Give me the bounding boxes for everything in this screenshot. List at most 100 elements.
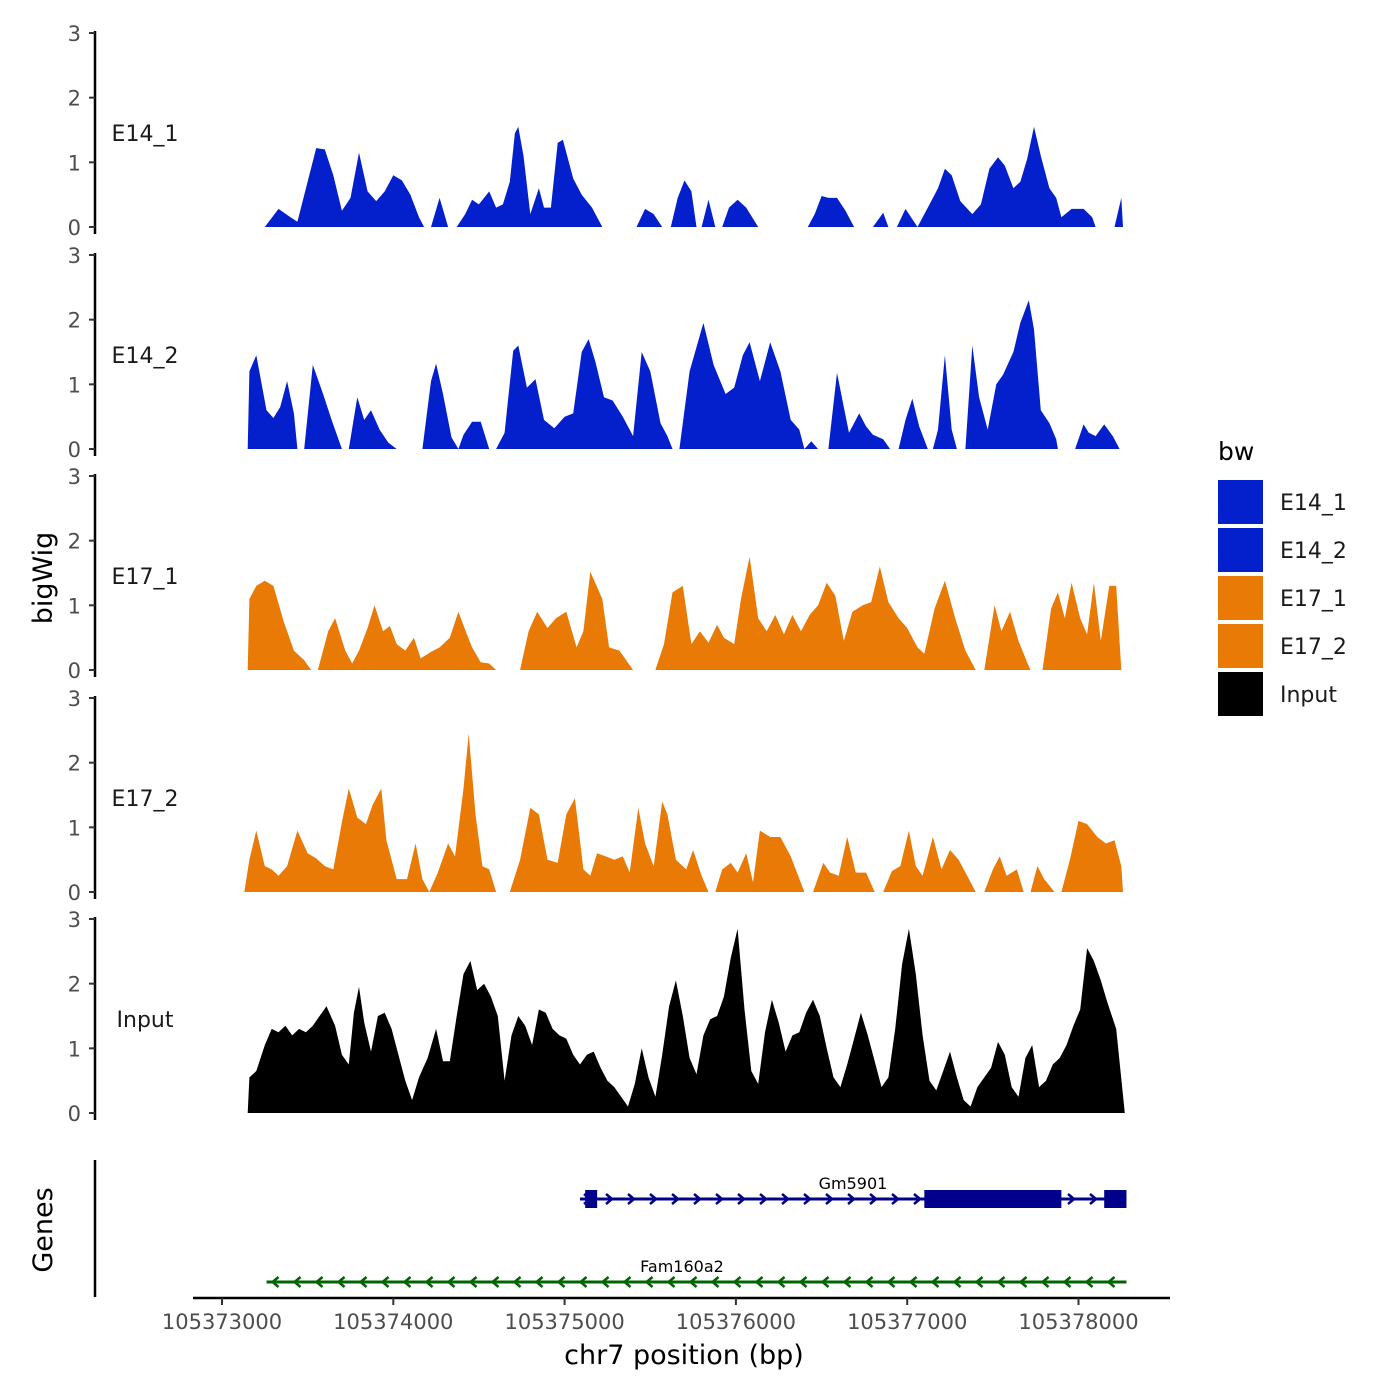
strand-arrow [847, 1193, 856, 1205]
legend-key [1218, 480, 1263, 524]
strand-arrow [490, 1276, 500, 1288]
y-tick-label: 1 [68, 1037, 81, 1061]
y-tick-label: 1 [68, 594, 81, 618]
strand-arrow [512, 1276, 522, 1288]
strand-arrow [776, 1276, 786, 1288]
x-tick-label: 105374000 [333, 1310, 453, 1334]
genes-axis-title: Genes [28, 1187, 59, 1272]
strand-arrow [622, 1276, 632, 1288]
y-tick-label: 1 [68, 816, 81, 840]
strand-arrow [842, 1276, 852, 1288]
y-tick-label: 3 [68, 22, 81, 46]
y-tick-label: 1 [68, 373, 81, 397]
strand-arrow [710, 1276, 720, 1288]
strand-arrow [578, 1276, 588, 1288]
strand-arrow [556, 1276, 566, 1288]
strand-arrow [864, 1276, 874, 1288]
strand-arrow [402, 1276, 412, 1288]
legend-key [1218, 576, 1263, 620]
track-label: Input [117, 1008, 174, 1033]
x-axis-title: chr7 position (bp) [564, 1340, 804, 1371]
strand-arrow [825, 1193, 834, 1205]
strand-arrow [886, 1276, 896, 1288]
strand-arrow [930, 1276, 940, 1288]
strand-arrow [292, 1276, 302, 1288]
legend-label: E17_1 [1280, 587, 1347, 612]
track-label: E14_2 [112, 344, 179, 369]
strand-arrow [336, 1276, 346, 1288]
strand-arrow [715, 1193, 724, 1205]
legend-label: E14_1 [1280, 491, 1347, 516]
strand-arrow [737, 1193, 746, 1205]
exon [924, 1190, 1062, 1208]
signal-area [264, 126, 1123, 227]
strand-arrow [952, 1276, 962, 1288]
strand-arrow [798, 1276, 808, 1288]
x-axis: 105373000 105374000 105375000 105376000 1053… [162, 1296, 1170, 1334]
track-E17_2: 0 1 2 3 E17_2 [68, 687, 1124, 905]
y-tick-label: 0 [68, 881, 81, 905]
strand-arrow [803, 1193, 812, 1205]
track-Input: 0 1 2 3 Input [68, 908, 1125, 1126]
track-E17_1: 0 1 2 3 E17_1 [68, 465, 1122, 683]
strand-arrow [693, 1193, 702, 1205]
strand-arrow [605, 1193, 614, 1205]
strand-arrow [468, 1276, 478, 1288]
strand-arrow [996, 1276, 1006, 1288]
strand-arrow [671, 1193, 680, 1205]
strand-arrow [380, 1276, 390, 1288]
legend-label: E14_2 [1280, 539, 1347, 564]
strand-arrow [974, 1276, 984, 1288]
y-tick-label: 2 [68, 87, 81, 111]
gene-Fam160a2: Fam160a2 [266, 1257, 1127, 1288]
strand-arrow [627, 1193, 636, 1205]
strand-arrow [649, 1193, 658, 1205]
y-tick-label: 3 [68, 465, 81, 489]
strand-arrow [781, 1193, 790, 1205]
track-E14_2: 0 1 2 3 E14_2 [68, 244, 1120, 462]
legend-key [1218, 528, 1263, 572]
legend-key [1218, 624, 1263, 668]
y-tick-label: 3 [68, 244, 81, 268]
strand-arrow [424, 1276, 434, 1288]
strand-arrow [688, 1276, 698, 1288]
strand-arrow [1106, 1276, 1116, 1288]
y-tick-label: 0 [68, 659, 81, 683]
legend: bw E14_1 E14_2 E17_1 E17_2 Input [1218, 437, 1347, 716]
strand-arrow [644, 1276, 654, 1288]
y-axis-title: bigWig [28, 532, 59, 625]
strand-arrow [314, 1276, 324, 1288]
y-tick-label: 3 [68, 908, 81, 932]
signal-area [247, 928, 1125, 1113]
x-tick-label: 105373000 [162, 1310, 282, 1334]
strand-arrow [1084, 1276, 1094, 1288]
exon [1104, 1190, 1127, 1208]
x-tick-label: 105377000 [847, 1310, 967, 1334]
legend-label: Input [1280, 683, 1337, 708]
x-tick-label: 105375000 [504, 1310, 624, 1334]
x-tick-label: 105378000 [1018, 1310, 1138, 1334]
strand-arrow [358, 1276, 368, 1288]
strand-arrow [754, 1276, 764, 1288]
y-tick-label: 0 [68, 1102, 81, 1126]
y-tick-label: 0 [68, 216, 81, 240]
x-tick-label: 105376000 [676, 1310, 796, 1334]
legend-key [1218, 672, 1263, 716]
y-tick-label: 3 [68, 687, 81, 711]
y-tick-label: 2 [68, 530, 81, 554]
strand-arrow [1040, 1276, 1050, 1288]
strand-arrow [600, 1276, 610, 1288]
strand-arrow [1062, 1276, 1072, 1288]
strand-arrow [446, 1276, 456, 1288]
y-tick-label: 0 [68, 438, 81, 462]
track-E14_1: 0 1 2 3 E14_1 [68, 22, 1123, 240]
y-tick-label: 1 [68, 151, 81, 175]
gene-label: Fam160a2 [640, 1257, 724, 1276]
strand-arrow [270, 1276, 280, 1288]
strand-arrow [759, 1193, 768, 1205]
exon [585, 1190, 598, 1208]
legend-label: E17_2 [1280, 635, 1347, 660]
strand-arrow [534, 1276, 544, 1288]
y-tick-label: 2 [68, 309, 81, 333]
